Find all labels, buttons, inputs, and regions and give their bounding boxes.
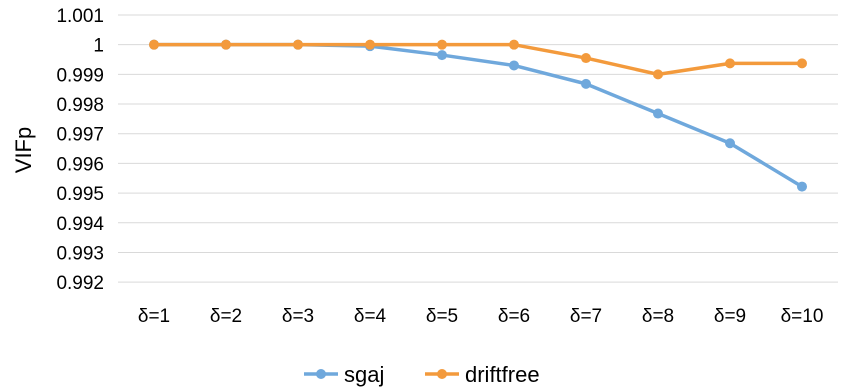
x-tick-label: δ=7: [570, 306, 602, 327]
series-sgaj: [149, 39, 807, 192]
data-point-sgaj: [797, 181, 807, 192]
y-tick-label: 1: [93, 36, 104, 57]
x-tick-label: δ=8: [642, 306, 674, 327]
data-point-driftfree: [653, 69, 663, 80]
y-tick-labels: 1.001 1 0.999 0.998 0.997 0.996 0.995 0.994 0.99…: [56, 6, 104, 294]
x-tick-label: δ=10: [781, 306, 824, 327]
legend: sgaj driftfree: [304, 362, 540, 387]
x-tick-label: δ=4: [354, 306, 387, 327]
series-driftfree: [149, 39, 807, 80]
x-tick-label: δ=6: [498, 306, 530, 327]
data-point-driftfree: [221, 39, 231, 50]
legend-item-driftfree: driftfree: [425, 362, 540, 387]
y-tick-label: 0.999: [56, 65, 104, 86]
series-line-driftfree: [152, 42, 804, 77]
legend-item-sgaj: sgaj: [304, 362, 384, 387]
data-point-driftfree: [365, 39, 375, 50]
data-point-driftfree: [509, 39, 519, 50]
y-tick-label: 0.994: [56, 214, 104, 235]
y-axis-title: VIFp: [11, 127, 36, 173]
data-point-sgaj: [437, 50, 447, 61]
data-point-sgaj: [725, 138, 735, 149]
data-point-driftfree: [797, 58, 807, 69]
data-point-sgaj: [581, 78, 591, 89]
data-point-driftfree: [581, 53, 591, 64]
x-tick-label: δ=2: [210, 306, 242, 327]
x-tick-labels: δ=1 δ=2 δ=3 δ=4 δ=5 δ=6 δ=7 δ=8 δ=9 δ=10: [138, 306, 824, 327]
y-tick-label: 0.997: [56, 125, 104, 146]
y-tick-label: 0.993: [56, 243, 104, 264]
y-tick-label: 0.998: [56, 95, 104, 116]
y-tick-label: 0.995: [56, 184, 104, 205]
gridlines: [118, 14, 838, 283]
x-tick-label: δ=9: [714, 306, 746, 327]
x-tick-label: δ=3: [282, 306, 314, 327]
x-tick-label: δ=5: [426, 306, 458, 327]
y-tick-label: 0.992: [56, 273, 104, 294]
series-lines: [149, 39, 807, 192]
data-point-sgaj: [653, 108, 663, 119]
legend-label: sgaj: [344, 362, 384, 387]
data-point-driftfree: [293, 39, 303, 50]
data-point-sgaj: [509, 60, 519, 71]
y-tick-label: 0.996: [56, 154, 104, 175]
legend-swatch-marker: [316, 369, 326, 379]
y-tick-label: 1.001: [56, 6, 104, 27]
x-tick-label: δ=1: [138, 306, 170, 327]
data-point-driftfree: [437, 39, 447, 50]
legend-label: driftfree: [465, 362, 540, 387]
data-point-driftfree: [725, 58, 735, 69]
data-point-driftfree: [149, 39, 159, 50]
legend-swatch-marker: [437, 369, 447, 379]
